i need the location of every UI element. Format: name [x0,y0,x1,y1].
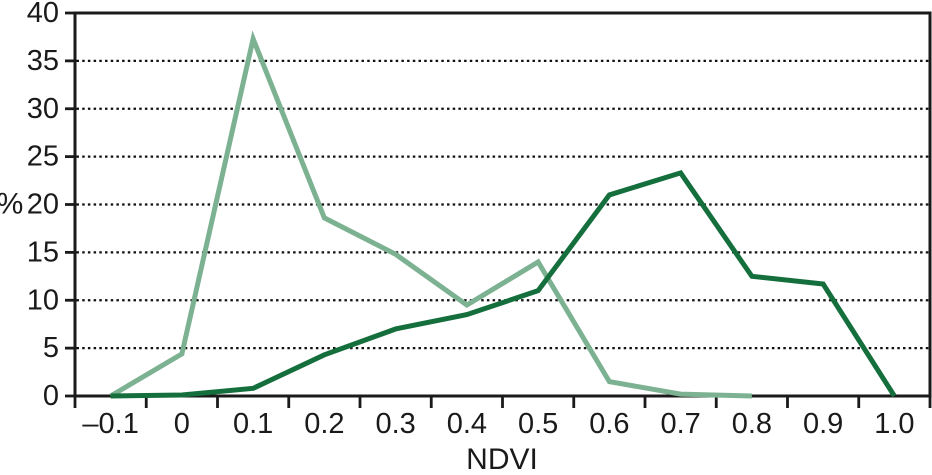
y-axis-title: % [0,188,23,221]
x-axis-tick-label-0.9: 0.9 [803,408,843,440]
y-axis-tick-label-35: 35 [27,45,59,77]
x-axis-tick-label-0.7: 0.7 [660,408,700,440]
y-axis-tick-label-40: 40 [27,0,59,29]
y-axis-tick-label-5: 5 [43,332,59,364]
x-axis-tick-label-0.1: 0.1 [233,408,273,440]
x-axis-tick-label-1.0: 1.0 [874,408,914,440]
series-line-dark-green-distribution [110,169,897,399]
series-line-light-green-distribution [109,30,752,399]
x-axis-tick-label-0: 0 [174,408,190,440]
y-axis-tick-label-0: 0 [43,380,59,412]
y-axis-tick-label-25: 25 [27,141,59,173]
x-axis-tick-label-0.2: 0.2 [304,408,344,440]
y-axis-tick-label-30: 30 [27,93,59,125]
x-axis-tick-label-–0.1: –0.1 [82,408,138,440]
x-axis-tick-label-0.3: 0.3 [375,408,415,440]
x-axis-tick-label-0.8: 0.8 [732,408,772,440]
x-axis-tick-label-0.4: 0.4 [447,408,487,440]
chart-generated-layer: 0 5 10 15 20 25 30 35 40 –0.1 0 0.1 0.2 0.3 0.4 0.5 0.6 0… [27,0,932,440]
y-axis-tick-label-10: 10 [27,284,59,316]
y-axis-tick-label-15: 15 [27,236,59,268]
x-axis-tick-label-0.6: 0.6 [589,408,629,440]
x-axis-title: NDVI [466,443,538,475]
x-axis-tick-label-0.5: 0.5 [518,408,558,440]
y-axis-tick-label-20: 20 [27,189,59,221]
